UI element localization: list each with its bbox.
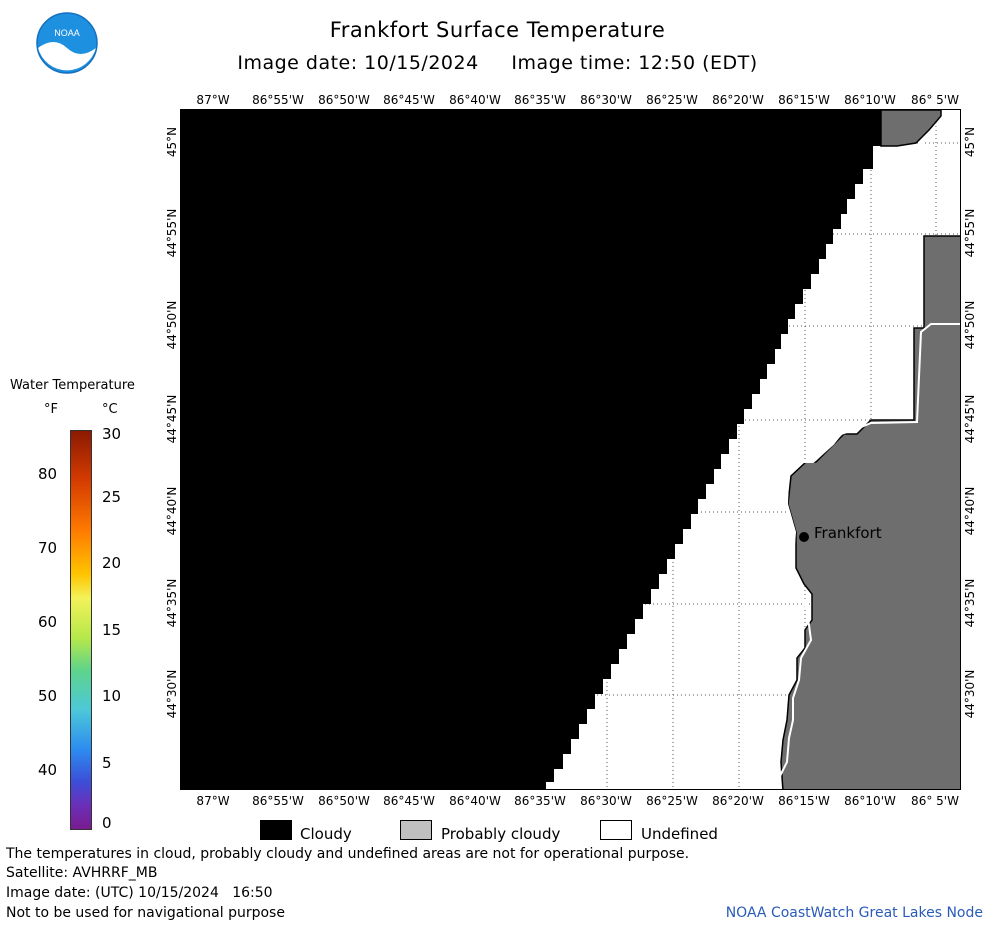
frankfort-marker[interactable] <box>799 532 809 542</box>
lon-label-bottom: 87°W <box>196 794 230 808</box>
probably-cloudy-area <box>780 235 960 789</box>
colorbar-c-tick: 20 <box>102 554 122 572</box>
lon-label-top: 86°30'W <box>580 93 632 107</box>
lon-label-bottom: 86°40'W <box>449 794 501 808</box>
lat-label-left: 44°30'N <box>165 669 179 719</box>
lon-label-top: 86°35'W <box>514 93 566 107</box>
temperature-colorbar <box>70 430 92 830</box>
footer-satellite: Satellite: AVHRRF_MB <box>6 865 158 881</box>
lon-label-top: 86°55'W <box>252 93 304 107</box>
colorbar-f-tick: 60 <box>38 613 58 631</box>
footer-nav-warning: Not to be used for navigational purpose <box>6 905 285 921</box>
lat-label-right: 44°40'N <box>963 486 977 536</box>
image-datetime: Image date: 10/15/2024 Image time: 12:50… <box>237 52 758 74</box>
legend-swatch-probably-cloudy <box>400 820 432 840</box>
lat-label-left: 44°50'N <box>165 300 179 350</box>
colorbar-c-tick: 5 <box>102 754 112 772</box>
legend-label-probably-cloudy: Probably cloudy <box>441 825 561 843</box>
colorbar-f-tick: 40 <box>38 761 58 779</box>
lon-label-top: 86°20'W <box>712 93 764 107</box>
legend-label-cloudy: Cloudy <box>300 825 352 843</box>
probably-cloudy-area-north <box>880 110 942 147</box>
lon-label-top: 86°25'W <box>646 93 698 107</box>
unit-fahrenheit: °F <box>44 402 58 417</box>
colorbar-c-tick: 0 <box>102 814 112 832</box>
lon-label-top: 86°45'W <box>383 93 435 107</box>
lon-label-bottom: 86°20'W <box>712 794 764 808</box>
lat-label-left: 44°55'N <box>165 208 179 258</box>
legend-swatch-cloudy <box>260 820 292 840</box>
lat-label-right: 44°45'N <box>963 394 977 444</box>
lat-label-right: 44°50'N <box>963 300 977 350</box>
legend-label-undefined: Undefined <box>641 825 718 843</box>
colorbar-c-tick: 30 <box>102 425 122 443</box>
unit-celsius: °C <box>102 402 118 417</box>
footer-image-date: Image date: (UTC) 10/15/2024 16:50 <box>6 885 273 901</box>
svg-text:NOAA: NOAA <box>54 28 80 38</box>
lat-label-right: 44°35'N <box>963 578 977 628</box>
lat-label-right: 44°55'N <box>963 208 977 258</box>
lon-label-bottom: 86°35'W <box>514 794 566 808</box>
lon-label-top: 86°15'W <box>778 93 830 107</box>
shoreline-north <box>898 110 950 149</box>
lat-label-left: 44°45'N <box>165 394 179 444</box>
colorbar-c-tick: 25 <box>102 488 122 506</box>
legend-swatch-undefined <box>600 820 632 840</box>
lon-label-top: 86° 5'W <box>911 93 959 107</box>
lat-label-left: 45°N <box>165 126 179 158</box>
lon-label-top: 86°10'W <box>844 93 896 107</box>
lon-label-bottom: 86°10'W <box>844 794 896 808</box>
lon-label-bottom: 86°45'W <box>383 794 435 808</box>
lon-label-top: 86°50'W <box>318 93 370 107</box>
shoreline <box>777 323 960 789</box>
footer-credit-link[interactable]: NOAA CoastWatch Great Lakes Node <box>725 905 983 921</box>
page-title: Frankfort Surface Temperature <box>329 18 666 42</box>
lon-label-top: 86°40'W <box>449 93 501 107</box>
colorbar-f-tick: 80 <box>38 465 58 483</box>
colorbar-title: Water Temperature <box>10 378 135 393</box>
noaa-logo: NOAA <box>36 12 98 74</box>
colorbar-c-tick: 15 <box>102 621 122 639</box>
lat-label-left: 44°35'N <box>165 578 179 628</box>
lon-label-top: 87°W <box>196 93 230 107</box>
lon-label-bottom: 86°50'W <box>318 794 370 808</box>
lon-label-bottom: 86°25'W <box>646 794 698 808</box>
lon-label-bottom: 86°55'W <box>252 794 304 808</box>
lon-label-bottom: 86°30'W <box>580 794 632 808</box>
cloudy-area <box>181 110 881 789</box>
lon-label-bottom: 86°15'W <box>778 794 830 808</box>
lon-label-bottom: 86° 5'W <box>911 794 959 808</box>
lat-label-left: 44°40'N <box>165 486 179 536</box>
colorbar-c-tick: 10 <box>102 687 122 705</box>
temperature-map[interactable]: Frankfort <box>180 109 961 790</box>
frankfort-label: Frankfort <box>814 524 882 542</box>
lat-label-right: 44°30'N <box>963 669 977 719</box>
footer-disclaimer: The temperatures in cloud, probably clou… <box>6 846 690 862</box>
colorbar-f-tick: 70 <box>38 539 58 557</box>
lat-label-right: 45°N <box>963 126 977 158</box>
colorbar-f-tick: 50 <box>38 687 58 705</box>
